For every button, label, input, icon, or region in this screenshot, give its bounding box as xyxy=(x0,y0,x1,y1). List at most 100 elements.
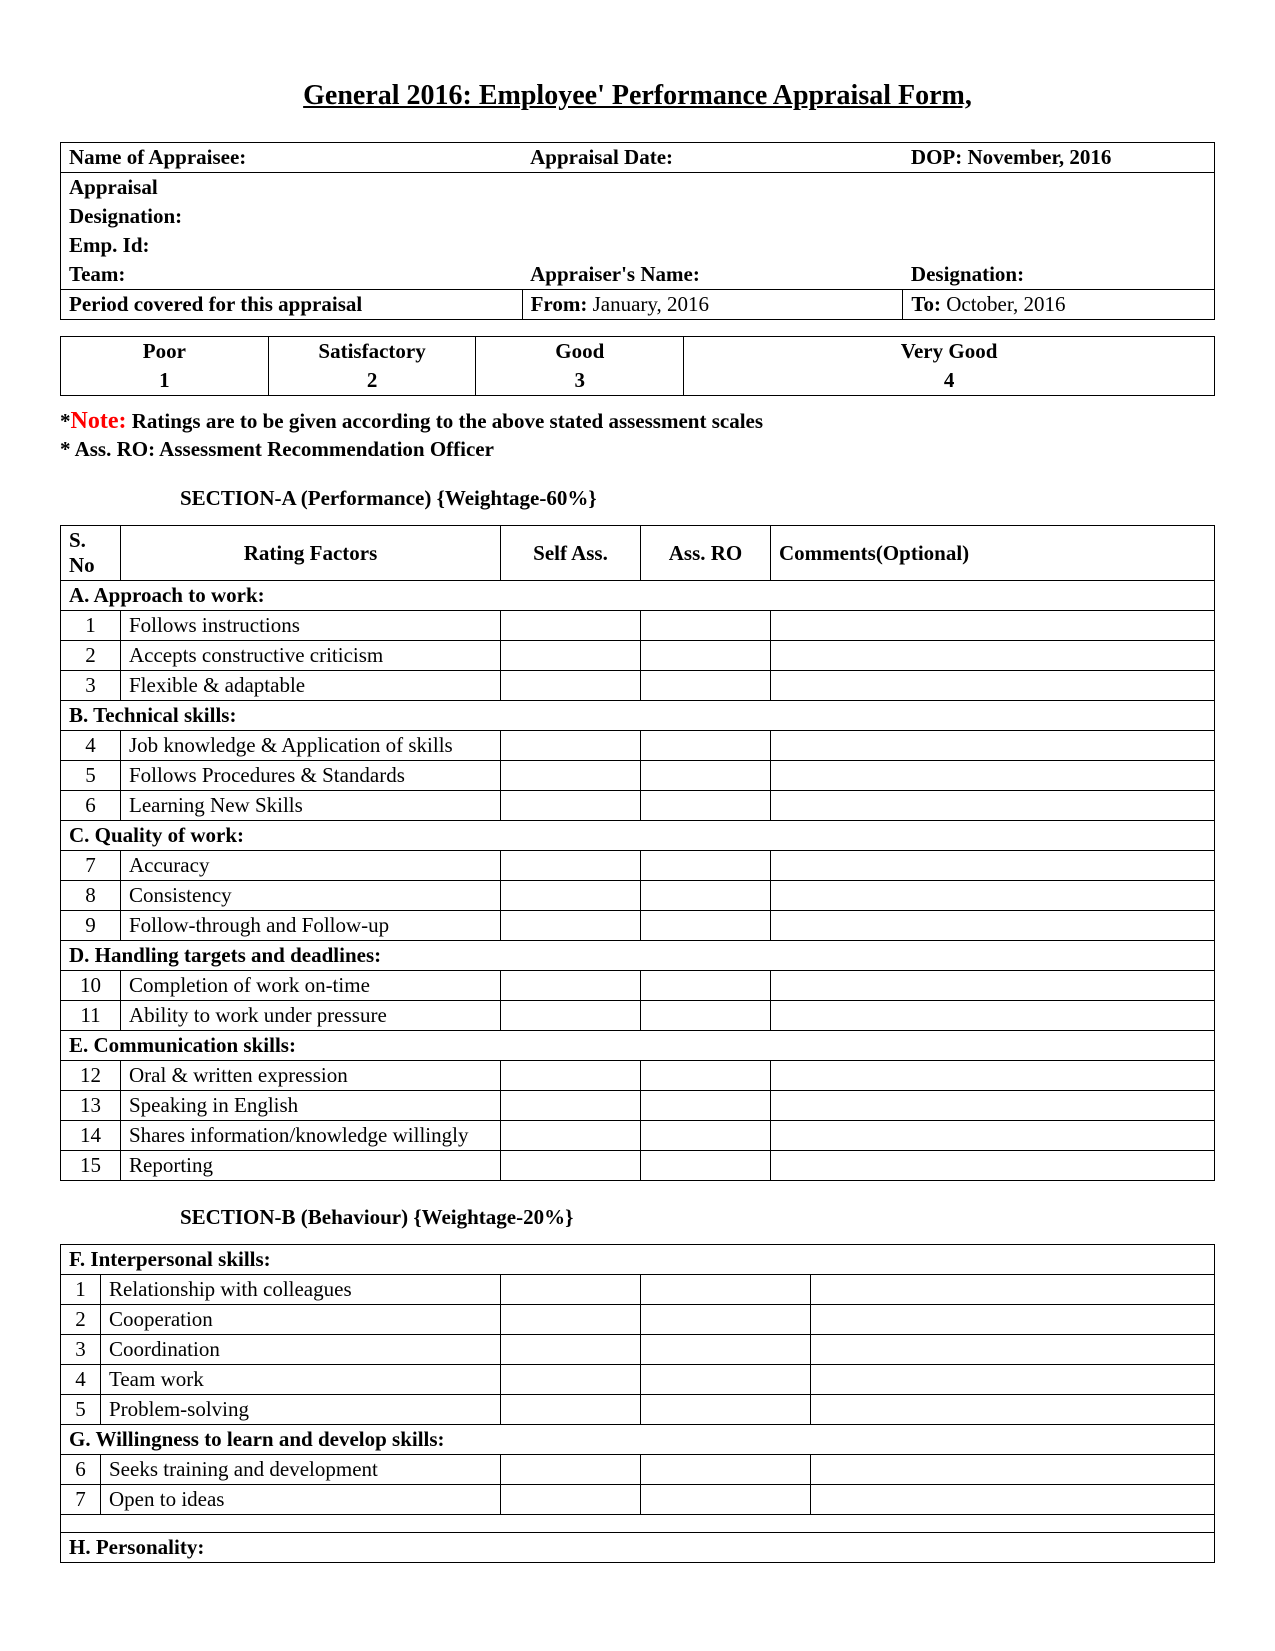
dop-value-text: November, 2016 xyxy=(967,145,1111,169)
cell-factor: Job knowledge & Application of skills xyxy=(121,731,501,761)
cell-comments[interactable] xyxy=(771,791,1215,821)
cell-sno: 1 xyxy=(61,1275,101,1305)
cell-selfass[interactable] xyxy=(501,911,641,941)
table-row: 2Accepts constructive criticism xyxy=(61,641,1215,671)
cell-selfass[interactable] xyxy=(501,731,641,761)
table-row: 2Cooperation xyxy=(61,1305,1215,1335)
cell-assro[interactable] xyxy=(641,731,771,761)
table-row: 4Job knowledge & Application of skills xyxy=(61,731,1215,761)
cell-comments[interactable] xyxy=(771,611,1215,641)
cell-assro[interactable] xyxy=(641,641,771,671)
cell-comments[interactable] xyxy=(771,1151,1215,1181)
cell-comments[interactable] xyxy=(811,1455,1215,1485)
scale-value-1: 2 xyxy=(268,366,476,396)
cell-selfass[interactable] xyxy=(501,1001,641,1031)
cell-assro[interactable] xyxy=(641,881,771,911)
cell-factor: Flexible & adaptable xyxy=(121,671,501,701)
cell-assro[interactable] xyxy=(641,1485,811,1515)
cell-assro[interactable] xyxy=(641,1001,771,1031)
cell-assro[interactable] xyxy=(641,1121,771,1151)
group-row: A. Approach to work: xyxy=(61,581,1215,611)
cell-assro[interactable] xyxy=(641,851,771,881)
cell-selfass[interactable] xyxy=(501,611,641,641)
cell-selfass[interactable] xyxy=(501,1275,641,1305)
cell-selfass[interactable] xyxy=(501,791,641,821)
cell-selfass[interactable] xyxy=(501,1091,641,1121)
cell-selfass[interactable] xyxy=(501,1121,641,1151)
cell-factor: Problem-solving xyxy=(101,1395,501,1425)
note-line-1: *Note: Ratings are to be given according… xyxy=(60,408,1215,435)
cell-comments[interactable] xyxy=(771,731,1215,761)
cell-selfass[interactable] xyxy=(501,1305,641,1335)
cell-factor: Follows instructions xyxy=(121,611,501,641)
cell-selfass[interactable] xyxy=(501,1061,641,1091)
cell-factor: Ability to work under pressure xyxy=(121,1001,501,1031)
cell-selfass[interactable] xyxy=(501,761,641,791)
cell-comments[interactable] xyxy=(771,1091,1215,1121)
cell-comments[interactable] xyxy=(771,671,1215,701)
cell-comments[interactable] xyxy=(771,851,1215,881)
cell-factor: Team work xyxy=(101,1365,501,1395)
cell-sno: 4 xyxy=(61,731,121,761)
cell-sno: 9 xyxy=(61,911,121,941)
cell-assro[interactable] xyxy=(641,1365,811,1395)
section-a-heading: SECTION-A (Performance) {Weightage-60%} xyxy=(180,486,1215,511)
cell-assro[interactable] xyxy=(641,791,771,821)
cell-selfass[interactable] xyxy=(501,1455,641,1485)
cell-comments[interactable] xyxy=(811,1275,1215,1305)
cell-assro[interactable] xyxy=(641,1305,811,1335)
group-row: F. Interpersonal skills: xyxy=(61,1245,1215,1275)
cell-comments[interactable] xyxy=(771,1061,1215,1091)
group-row: E. Communication skills: xyxy=(61,1031,1215,1061)
cell-selfass[interactable] xyxy=(501,641,641,671)
group-row: D. Handling targets and deadlines: xyxy=(61,941,1215,971)
cell-comments[interactable] xyxy=(811,1395,1215,1425)
cell-selfass[interactable] xyxy=(501,1335,641,1365)
cell-assro[interactable] xyxy=(641,911,771,941)
table-row: 11Ability to work under pressure xyxy=(61,1001,1215,1031)
cell-assro[interactable] xyxy=(641,671,771,701)
cell-assro[interactable] xyxy=(641,1151,771,1181)
cell-comments[interactable] xyxy=(771,1001,1215,1031)
cell-factor: Open to ideas xyxy=(101,1485,501,1515)
cell-selfass[interactable] xyxy=(501,851,641,881)
note-word: Note: xyxy=(71,408,127,434)
cell-selfass[interactable] xyxy=(501,881,641,911)
cell-comments[interactable] xyxy=(771,971,1215,1001)
cell-selfass[interactable] xyxy=(501,1395,641,1425)
to-value-text: October, 2016 xyxy=(946,292,1065,316)
cell-comments[interactable] xyxy=(771,881,1215,911)
cell-selfass[interactable] xyxy=(501,1365,641,1395)
cell-sno: 2 xyxy=(61,641,121,671)
cell-comments[interactable] xyxy=(811,1485,1215,1515)
group-row: B. Technical skills: xyxy=(61,701,1215,731)
cell-selfass[interactable] xyxy=(501,1151,641,1181)
cell-comments[interactable] xyxy=(771,761,1215,791)
cell-comments[interactable] xyxy=(811,1335,1215,1365)
table-row: 5Problem-solving xyxy=(61,1395,1215,1425)
appraisal-date-label: Appraisal Date: xyxy=(530,145,673,169)
scale-value-0: 1 xyxy=(61,366,269,396)
cell-comments[interactable] xyxy=(771,911,1215,941)
cell-selfass[interactable] xyxy=(501,971,641,1001)
cell-assro[interactable] xyxy=(641,1455,811,1485)
cell-assro[interactable] xyxy=(641,1061,771,1091)
table-row: 1Follows instructions xyxy=(61,611,1215,641)
cell-comments[interactable] xyxy=(771,1121,1215,1151)
scale-value-2: 3 xyxy=(476,366,684,396)
cell-selfass[interactable] xyxy=(501,1485,641,1515)
cell-assro[interactable] xyxy=(641,1275,811,1305)
cell-assro[interactable] xyxy=(641,761,771,791)
cell-sno: 10 xyxy=(61,971,121,1001)
cell-comments[interactable] xyxy=(811,1305,1215,1335)
cell-assro[interactable] xyxy=(641,971,771,1001)
cell-comments[interactable] xyxy=(771,641,1215,671)
cell-assro[interactable] xyxy=(641,611,771,641)
cell-sno: 6 xyxy=(61,791,121,821)
cell-assro[interactable] xyxy=(641,1335,811,1365)
cell-assro[interactable] xyxy=(641,1395,811,1425)
cell-assro[interactable] xyxy=(641,1091,771,1121)
group-row: H. Personality: xyxy=(61,1533,1215,1563)
cell-selfass[interactable] xyxy=(501,671,641,701)
cell-comments[interactable] xyxy=(811,1365,1215,1395)
